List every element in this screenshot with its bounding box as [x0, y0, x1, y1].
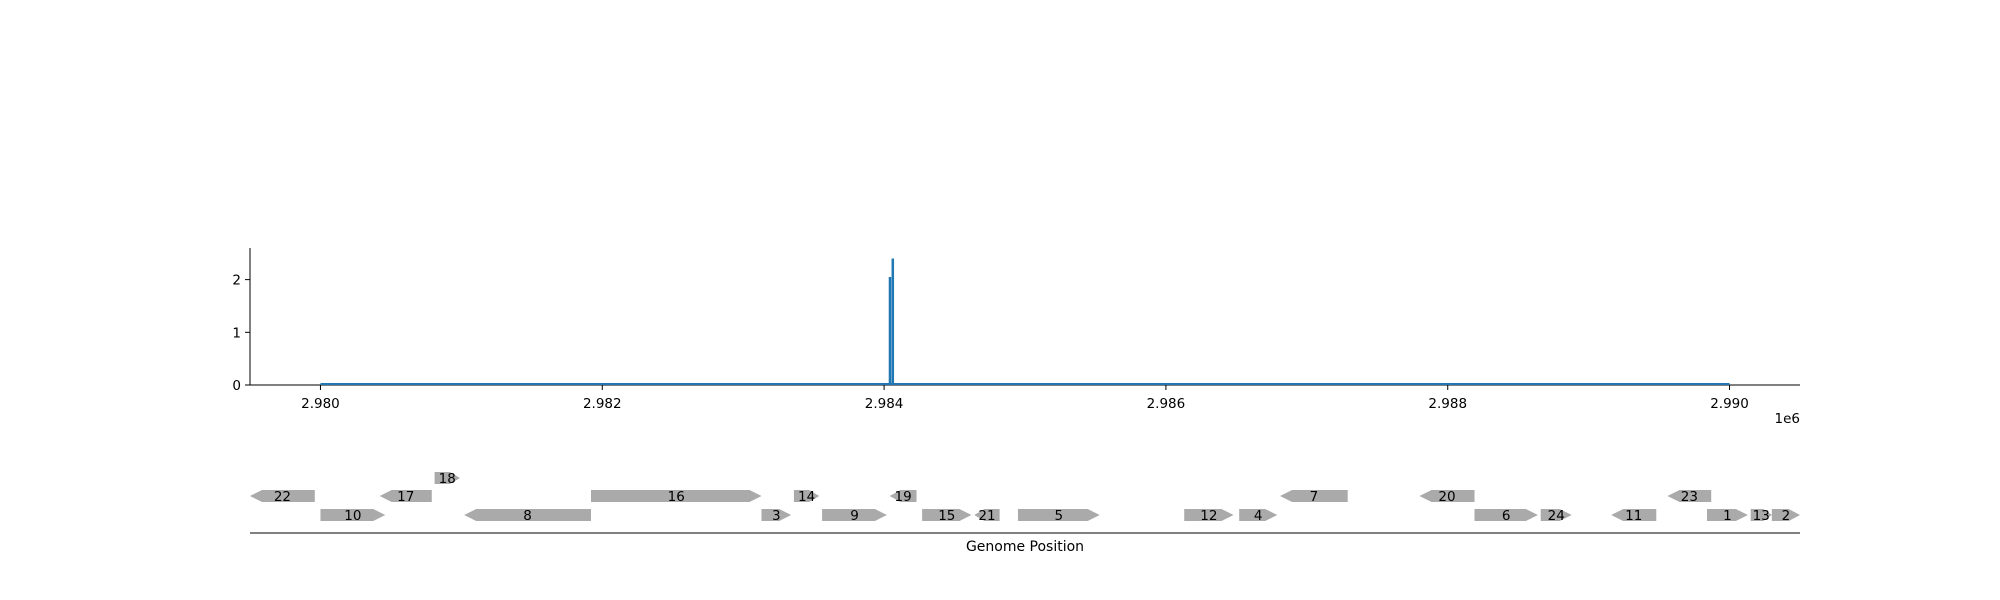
- gene-label: 3: [772, 508, 781, 524]
- gene-label: 22: [274, 489, 291, 505]
- x-tick-label: 2.980: [301, 396, 340, 412]
- gene-label: 16: [668, 489, 685, 505]
- gene-label: 19: [895, 489, 912, 505]
- gene-arrow: [1540, 509, 1572, 521]
- y-tick-label: 1: [232, 325, 241, 341]
- gene-label: 24: [1548, 508, 1565, 524]
- gene-label: 14: [798, 489, 815, 505]
- gene-label: 17: [397, 489, 414, 505]
- gene-label: 15: [938, 508, 955, 524]
- x-tick-label: 2.990: [1710, 396, 1749, 412]
- x-tick-label: 2.984: [865, 396, 904, 412]
- gene-arrow: [1707, 509, 1748, 521]
- gene-label: 1: [1723, 508, 1732, 524]
- gene-label: 23: [1681, 489, 1698, 505]
- gene-arrow: [822, 509, 887, 521]
- gene-arrow: [922, 509, 972, 521]
- x-offset-label: 1e6: [1775, 411, 1800, 427]
- gene-arrow: [591, 490, 762, 502]
- gene-label: 11: [1625, 508, 1642, 524]
- gene-arrow: [1239, 509, 1278, 521]
- gene-label: 9: [850, 508, 859, 524]
- gene-arrow: [1750, 509, 1772, 521]
- gene-arrow: [1017, 509, 1100, 521]
- gene-label: 21: [978, 508, 995, 524]
- x-tick-label: 2.982: [583, 396, 622, 412]
- gene-arrow: [1419, 490, 1475, 502]
- gene-label: 12: [1200, 508, 1217, 524]
- gene-track: 22 10 17 18 8 16 3 14 9 19 15 21 5 12 4 7 20 6 24 11 23 1 13 2: [250, 471, 1800, 534]
- gene-label: 10: [344, 508, 361, 524]
- gene-arrow: [320, 509, 386, 521]
- coverage-axes: 0 1 2 2.980 2.982 2.984 2.986 2.988 2.990: [232, 248, 1800, 412]
- y-tick-label: 2: [232, 273, 241, 289]
- gene-arrow: [434, 472, 460, 484]
- gene-label: 8: [523, 508, 532, 524]
- coverage-bar: [891, 258, 895, 385]
- gene-arrow: [1667, 490, 1712, 502]
- y-tick-label: 0: [232, 378, 241, 394]
- gene-label: 20: [1438, 489, 1455, 505]
- gene-label: 2: [1782, 508, 1791, 524]
- gene-arrow: [889, 490, 917, 502]
- gene-track-xlabel: Genome Position: [966, 539, 1084, 555]
- gene-arrow: [1771, 509, 1800, 521]
- gene-label: 6: [1502, 508, 1511, 524]
- gene-arrow: [761, 509, 792, 521]
- gene-arrow: [379, 490, 432, 502]
- coverage-bars: [320, 258, 1730, 385]
- gene-arrow: [1184, 509, 1234, 521]
- gene-label: 5: [1055, 508, 1064, 524]
- gene-arrow: [250, 490, 315, 502]
- gene-label: 7: [1310, 489, 1319, 505]
- gene-label: 13: [1753, 508, 1770, 524]
- gene-label: 18: [439, 471, 456, 487]
- gene-arrow: [974, 509, 1000, 521]
- gene-arrow: [793, 490, 820, 502]
- x-tick-label: 2.986: [1147, 396, 1186, 412]
- gene-arrow: [464, 509, 591, 521]
- gene-arrow: [1474, 509, 1538, 521]
- gene-arrow: [1280, 490, 1348, 502]
- coverage-bar: [888, 276, 892, 385]
- gene-arrow: [1611, 509, 1657, 521]
- x-tick-label: 2.988: [1428, 396, 1467, 412]
- gene-label: 4: [1254, 508, 1263, 524]
